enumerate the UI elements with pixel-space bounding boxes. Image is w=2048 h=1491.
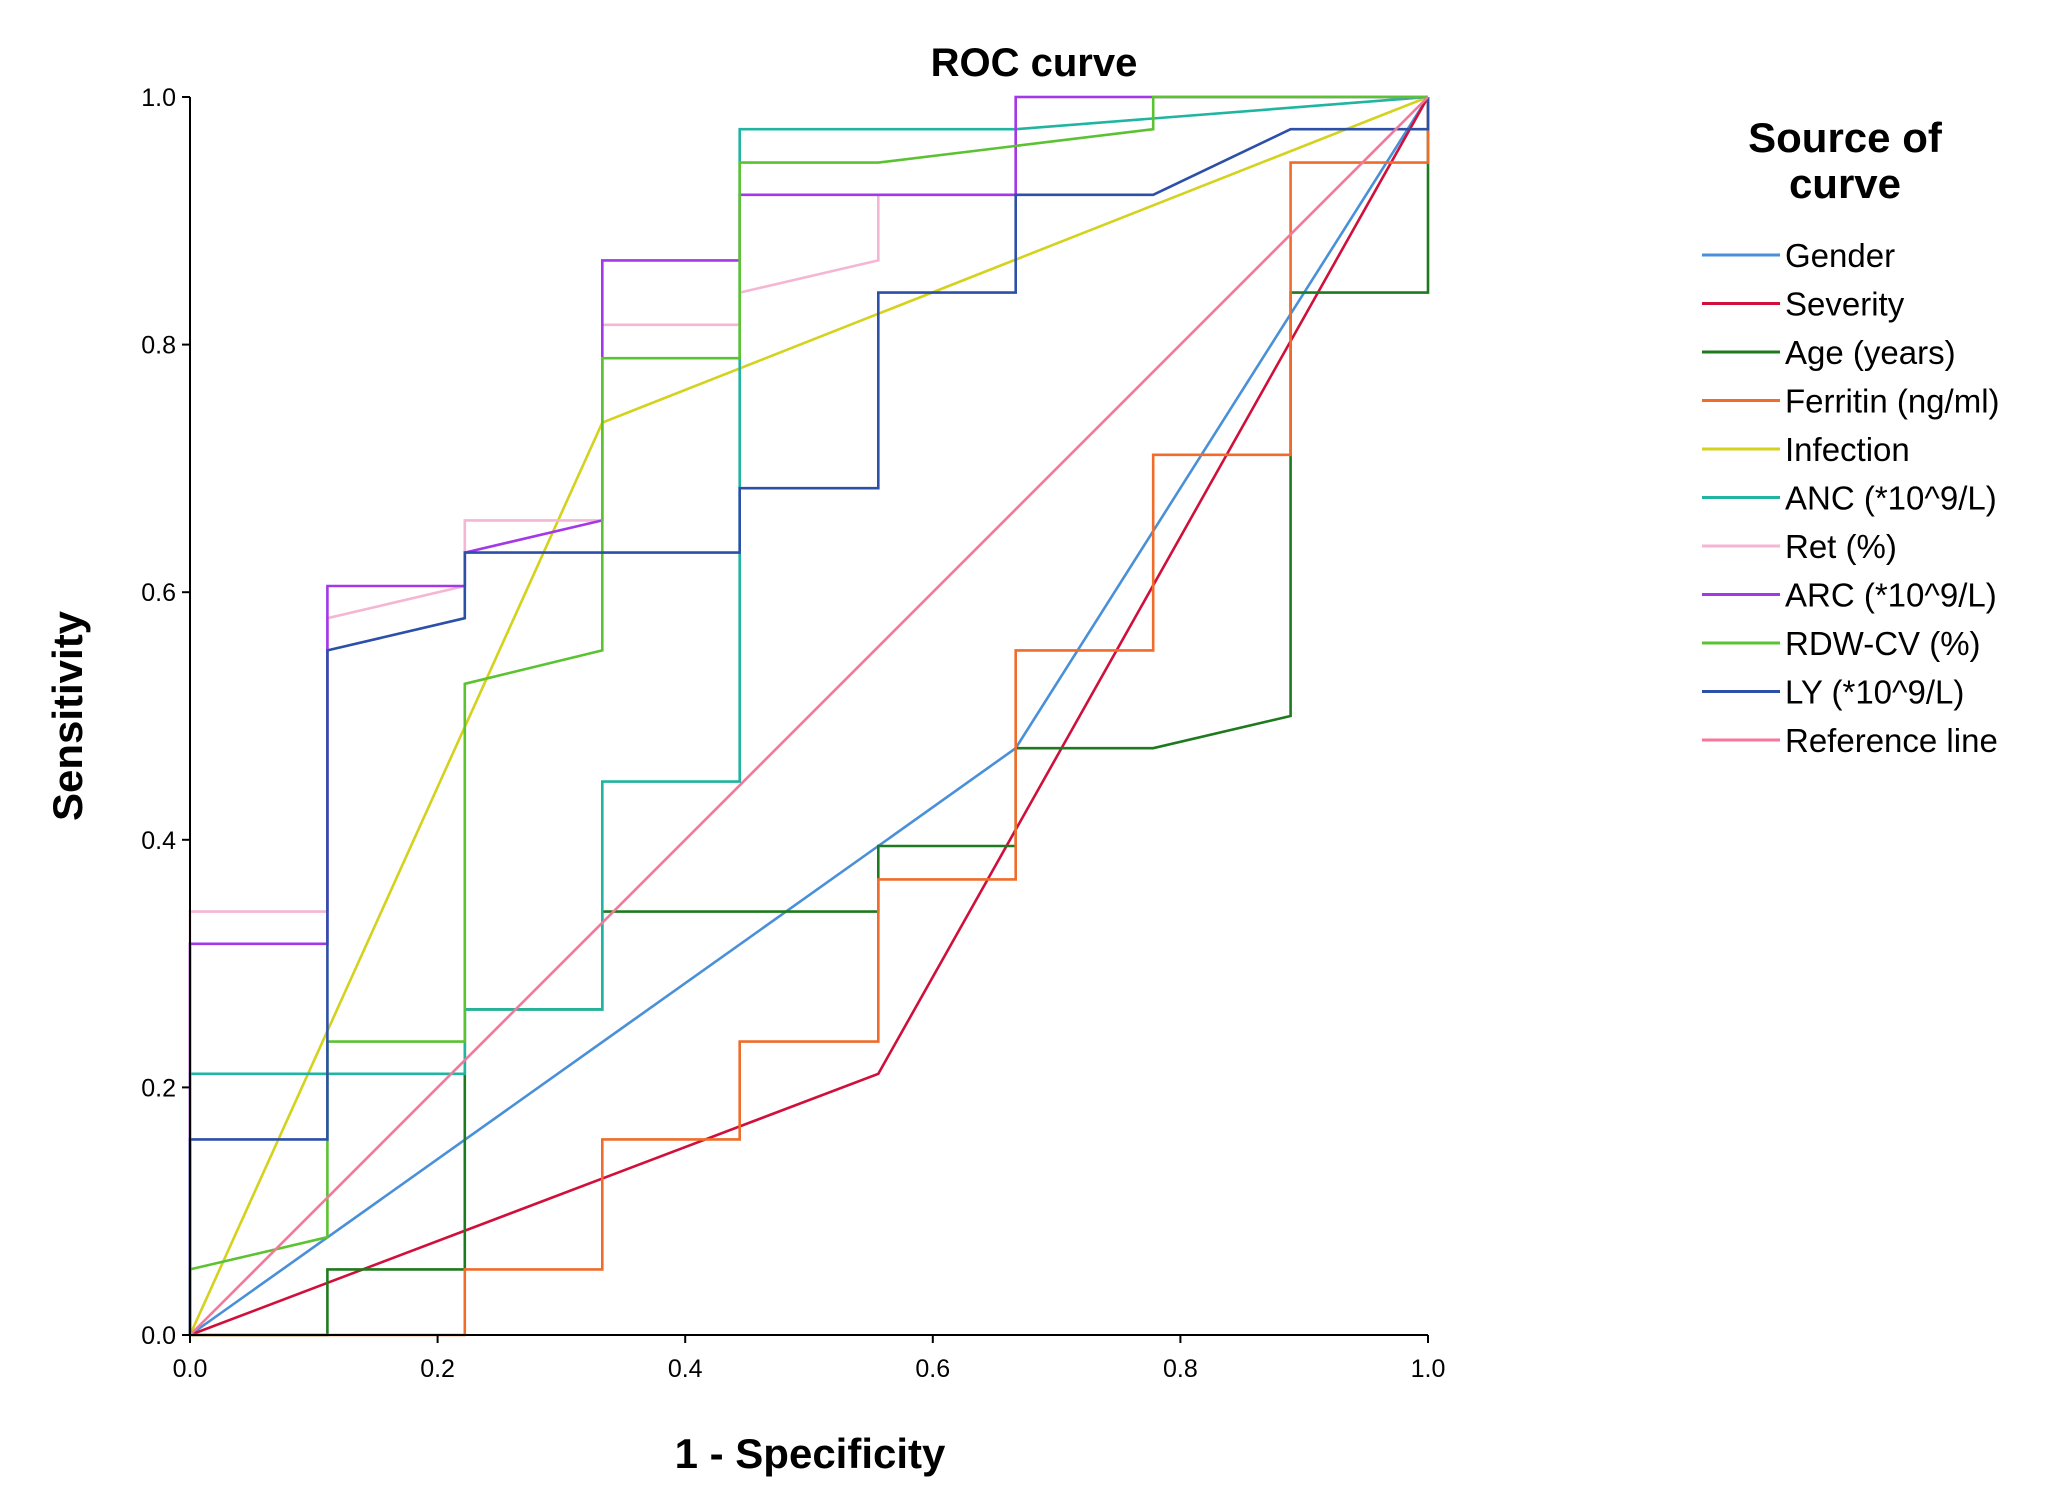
y-axis-ticks: 0.0 0.2 0.4 0.6 0.8 1.0 (141, 84, 190, 1350)
legend-label-infection: Infection (1785, 431, 1910, 468)
series-line-reference-line (189, 96, 1429, 1336)
legend-label-anc-10-9-l: ANC (*10^9/L) (1785, 480, 1997, 517)
y-tick-label: 1.0 (141, 84, 176, 112)
legend-label-gender: Gender (1785, 237, 1895, 274)
y-tick-label: 0.2 (141, 1074, 176, 1102)
series-line-ly-10-9-l (188, 97, 1430, 1335)
legend: Source of curve Gender Severity Age (years… (1702, 114, 2000, 759)
y-axis-title: Sensitivity (44, 610, 91, 821)
x-tick-label: 0.0 (173, 1355, 208, 1383)
legend-label-ly-10-9-l: LY (*10^9/L) (1785, 674, 1964, 711)
x-tick-label: 1.0 (1411, 1355, 1446, 1383)
x-tick-label: 0.4 (668, 1355, 703, 1383)
legend-title-line-2: curve (1789, 160, 1901, 207)
legend-label-severity: Severity (1785, 286, 1905, 323)
legend-label-arc-10-9-l: ARC (*10^9/L) (1785, 577, 1997, 614)
legend-title-line-1: Source of (1748, 114, 1943, 161)
series-line-severity (189, 96, 1430, 1337)
legend-label-reference-line: Reference line (1785, 722, 1998, 759)
x-tick-label: 0.6 (915, 1355, 950, 1383)
series-line-gender (189, 96, 1430, 1337)
plot-area (188, 95, 1430, 1337)
x-tick-label: 0.8 (1163, 1355, 1198, 1383)
legend-label-ret: Ret (%) (1785, 528, 1897, 565)
x-tick-label: 0.2 (420, 1355, 455, 1383)
series-line-rdw-cv (188, 95, 1428, 1335)
y-tick-label: 0.6 (141, 579, 176, 607)
y-tick-label: 0.8 (141, 332, 176, 360)
x-axis-title: 1 - Specificity (675, 1430, 946, 1477)
x-axis-ticks: 0.0 0.2 0.4 0.6 0.8 1.0 (173, 1335, 1446, 1383)
legend-label-ferritin-ng-ml: Ferritin (ng/ml) (1785, 383, 2000, 420)
y-tick-label: 0.0 (141, 1322, 176, 1350)
legend-label-age-years: Age (years) (1785, 334, 1956, 371)
series-line-ferritin-ng-ml (190, 97, 1430, 1337)
legend-items: Gender Severity Age (years) Ferritin (ng/ml… (1702, 237, 2000, 759)
chart-title: ROC curve (931, 41, 1138, 85)
y-tick-label: 0.4 (141, 827, 176, 855)
legend-label-rdw-cv: RDW-CV (%) (1785, 625, 1981, 662)
